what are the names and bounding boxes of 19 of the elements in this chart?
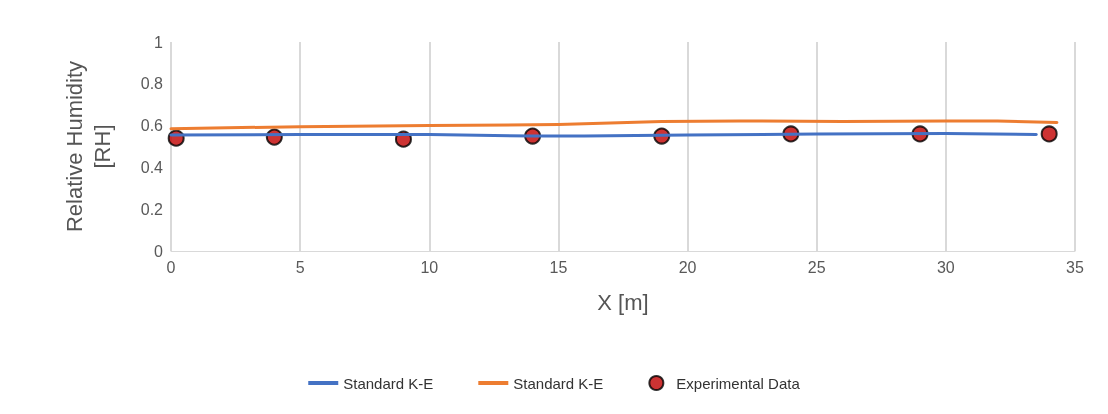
x-tick-label: 5 — [295, 258, 305, 276]
y-tick-label: 0 — [154, 242, 164, 260]
legend-label: Experimental Data — [676, 374, 801, 392]
x-axis-title: X [m] — [597, 289, 649, 315]
x-tick-label: 10 — [420, 258, 439, 276]
x-tick-label: 25 — [807, 258, 826, 276]
x-tick-label: 20 — [678, 258, 697, 276]
y-tick-label: 0.2 — [140, 200, 164, 218]
y-tick-label: 1 — [154, 33, 164, 51]
y-tick-label: 0.4 — [140, 158, 164, 176]
legend-label: Standard K-E — [513, 374, 604, 392]
x-tick-label: 0 — [166, 258, 176, 276]
x-tick-label: 30 — [936, 258, 955, 276]
y-tick-label: 0.6 — [140, 117, 164, 135]
x-tick-label: 15 — [549, 258, 568, 276]
y-axis-title: Relative Humidity [RH] — [61, 60, 115, 233]
x-tick-label: 35 — [1066, 258, 1084, 276]
legend-label: Standard K-E — [343, 374, 434, 392]
y-tick-label: 0.8 — [140, 75, 164, 93]
